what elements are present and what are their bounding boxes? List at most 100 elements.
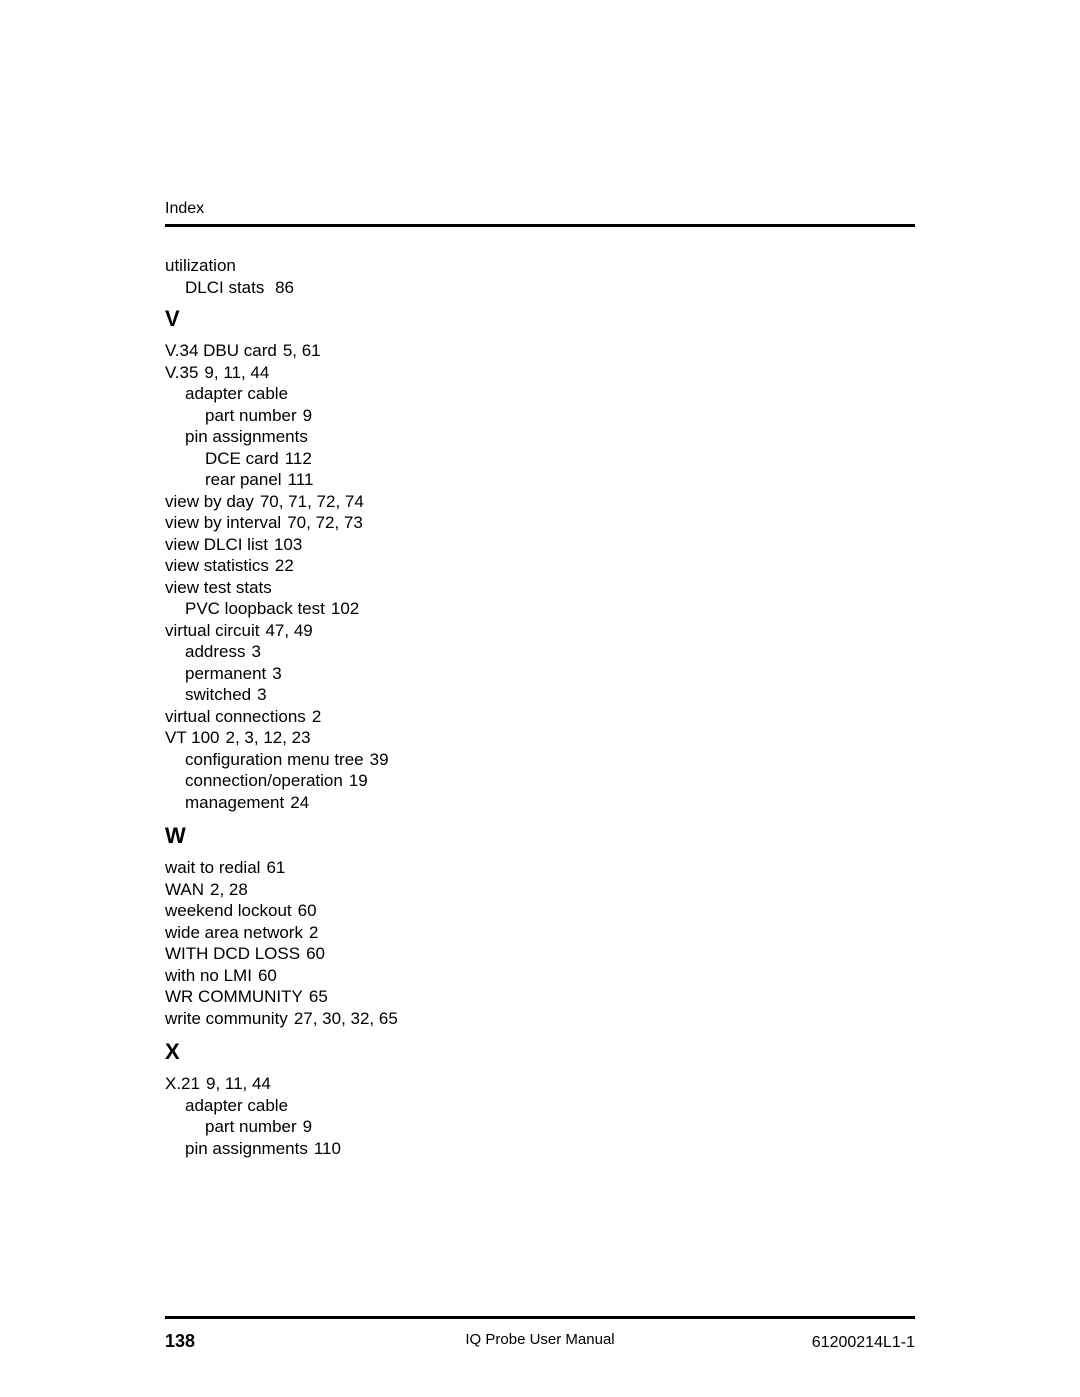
index-entry: permanent 3 [165, 663, 525, 685]
entry-pages: 112 [285, 449, 312, 468]
entry-text: V.34 DBU card [165, 341, 277, 360]
index-entry: rear panel 111 [165, 469, 525, 491]
entry-text: view by day [165, 492, 254, 511]
section-heading: W [165, 823, 525, 849]
section-heading: V [165, 306, 525, 332]
entry-text: write community [165, 1009, 288, 1028]
entry-pages: 60 [306, 944, 325, 963]
entry-text: switched [185, 685, 251, 704]
entry-pages: 9 [303, 406, 312, 425]
entry-pages: 47, 49 [265, 621, 312, 640]
footer-rule [165, 1316, 915, 1319]
entry-pages: 2, 3, 12, 23 [226, 728, 311, 747]
entry-pages: 3 [257, 685, 266, 704]
index-entry: adapter cable [165, 1095, 525, 1117]
entry-pages: 65 [309, 987, 328, 1006]
entry-text: view test stats [165, 578, 272, 597]
entry-pages: 110 [314, 1139, 341, 1158]
entry-pages: 60 [298, 901, 317, 920]
footer-row: 138 IQ Probe User Manual 61200214L1-1 [165, 1331, 915, 1352]
entry-text: V.35 [165, 363, 198, 382]
entry-text: DLCI stats [185, 278, 264, 297]
index-content: utilization DLCI stats 86 V V.34 DBU car… [165, 255, 525, 1159]
index-entry: utilization [165, 255, 525, 277]
entry-pages: 3 [272, 664, 281, 683]
entry-pages: 9, 11, 44 [204, 363, 269, 382]
index-entry: DLCI stats 86 [165, 277, 525, 299]
entry-text: wide area network [165, 923, 303, 942]
entry-pages: 2, 28 [210, 880, 248, 899]
entry-text: view by interval [165, 513, 281, 532]
index-entry: WAN2, 28 [165, 879, 525, 901]
entry-pages: 103 [274, 535, 302, 554]
index-entry: configuration menu tree39 [165, 749, 525, 771]
entry-pages: 39 [370, 750, 389, 769]
entry-text: WITH DCD LOSS [165, 944, 300, 963]
entry-pages: 3 [251, 642, 260, 661]
entry-pages: 9, 11, 44 [206, 1074, 271, 1093]
entry-text: permanent [185, 664, 266, 683]
index-entry: connection/operation 19 [165, 770, 525, 792]
index-entry: switched 3 [165, 684, 525, 706]
entry-pages: 5, 61 [283, 341, 321, 360]
index-entry: V.35 9, 11, 44 [165, 362, 525, 384]
index-entry: address 3 [165, 641, 525, 663]
entry-pages: 22 [275, 556, 294, 575]
index-entry: virtual circuit47, 49 [165, 620, 525, 642]
index-entry: VT 100 2, 3, 12, 23 [165, 727, 525, 749]
index-entry: WITH DCD LOSS 60 [165, 943, 525, 965]
entry-text: wait to redial [165, 858, 260, 877]
index-entry: wide area network 2 [165, 922, 525, 944]
entry-text: part number [205, 1117, 297, 1136]
entry-pages: 2 [312, 707, 321, 726]
index-entry: part number9 [165, 405, 525, 427]
entry-text: WR COMMUNITY [165, 987, 303, 1006]
index-entry: part number 9 [165, 1116, 525, 1138]
index-entry: PVC loopback test102 [165, 598, 525, 620]
entry-text: connection/operation [185, 771, 343, 790]
entry-text: adapter cable [185, 384, 288, 403]
entry-text: VT 100 [165, 728, 220, 747]
document-code: 61200214L1-1 [812, 1334, 915, 1352]
index-entry: wait to redial 61 [165, 857, 525, 879]
entry-text: view DLCI list [165, 535, 268, 554]
entry-pages: 70, 71, 72, 74 [260, 492, 364, 511]
manual-title: IQ Probe User Manual [465, 1331, 614, 1348]
entry-pages: 102 [331, 599, 359, 618]
entry-pages: 2 [309, 923, 318, 942]
entry-pages: 27, 30, 32, 65 [294, 1009, 398, 1028]
index-entry: pin assignments110 [165, 1138, 525, 1160]
index-entry: weekend lockout60 [165, 900, 525, 922]
index-entry: DCE card 112 [165, 448, 525, 470]
entry-text: utilization [165, 256, 236, 275]
page-number: 138 [165, 1331, 195, 1352]
entry-text: view statistics [165, 556, 269, 575]
index-entry: pin assignments [165, 426, 525, 448]
index-entry: view DLCI list 103 [165, 534, 525, 556]
entry-pages: 19 [349, 771, 368, 790]
index-entry: write community 27, 30, 32, 65 [165, 1008, 525, 1030]
entry-pages: 111 [288, 470, 314, 489]
entry-pages: 60 [258, 966, 277, 985]
entry-pages: 61 [266, 858, 285, 877]
index-entry: view statistics 22 [165, 555, 525, 577]
entry-text: DCE card [205, 449, 279, 468]
entry-text: virtual connections [165, 707, 306, 726]
index-entry: V.34 DBU card 5, 61 [165, 340, 525, 362]
index-entry: X.21 9, 11, 44 [165, 1073, 525, 1095]
index-entry: virtual connections 2 [165, 706, 525, 728]
entry-pages: 86 [275, 278, 294, 297]
page-footer: 138 IQ Probe User Manual 61200214L1-1 [165, 1306, 915, 1352]
index-entry: adapter cable [165, 383, 525, 405]
entry-pages: 9 [303, 1117, 312, 1136]
index-entry: view by interval70, 72, 73 [165, 512, 525, 534]
entry-text: rear panel [205, 470, 282, 489]
entry-text: address [185, 642, 245, 661]
index-entry: WR COMMUNITY 65 [165, 986, 525, 1008]
index-entry: management24 [165, 792, 525, 814]
index-entry: view by day 70, 71, 72, 74 [165, 491, 525, 513]
index-entry: with no LMI 60 [165, 965, 525, 987]
entry-text: management [185, 793, 284, 812]
entry-text: X.21 [165, 1074, 200, 1093]
entry-text: with no LMI [165, 966, 252, 985]
